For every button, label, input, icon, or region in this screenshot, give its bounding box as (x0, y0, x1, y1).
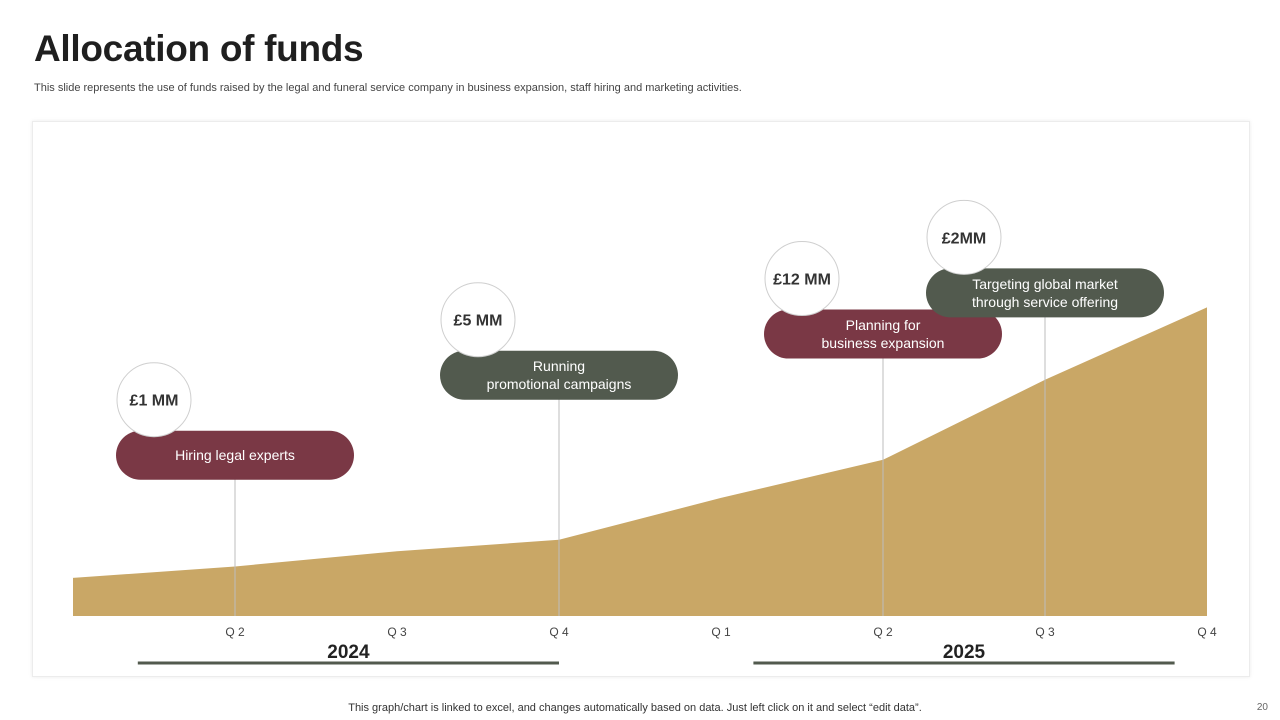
amount-label: £1 MM (130, 393, 179, 410)
x-tick-label: Q 3 (1035, 625, 1055, 639)
amount-label: £12 MM (773, 272, 831, 289)
annotation-pill (764, 309, 1002, 359)
year-label: 2025 (943, 642, 986, 663)
amount-circle (764, 241, 840, 317)
amount-label: £2MM (942, 230, 986, 247)
annotation-pill (926, 268, 1164, 318)
x-tick-label: Q 2 (873, 625, 893, 639)
annotation-label: Running (533, 358, 585, 374)
annotation-label: Planning for (846, 317, 921, 333)
page-number: 20 (1256, 702, 1268, 713)
annotation-2: Running promotional campaigns £5 MM (440, 282, 678, 400)
footer-note: This graph/chart is linked to excel, and… (348, 702, 922, 714)
year-label: 2024 (327, 642, 370, 663)
annotation-label: Hiring legal experts (175, 447, 295, 463)
annotation-label: business expansion (822, 335, 945, 351)
amount-circle (116, 362, 192, 438)
page-title: Allocation of funds (34, 28, 364, 69)
annotation-3: Planning for business expansion £12 MM (764, 241, 1002, 359)
x-tick-label: Q 1 (711, 625, 731, 639)
x-tick-label: Q 4 (549, 625, 569, 639)
page-subtitle: This slide represents the use of funds r… (34, 82, 742, 94)
area-series (73, 307, 1207, 616)
annotation-pill (440, 350, 678, 400)
annotation-label: promotional campaigns (487, 376, 632, 392)
annotation-label: Targeting global market (972, 276, 1118, 292)
annotation-4: Targeting global market through service o… (926, 199, 1164, 318)
x-tick-label: Q 3 (387, 625, 407, 639)
amount-circle (926, 199, 1002, 275)
x-tick-label: Q 4 (1197, 625, 1217, 639)
annotation-pill (116, 430, 354, 480)
amount-label: £5 MM (454, 313, 503, 330)
amount-circle (440, 282, 516, 358)
annotation-1: Hiring legal experts £1 MM (116, 362, 354, 480)
annotation-label: through service offering (972, 294, 1118, 310)
x-tick-label: Q 2 (225, 625, 245, 639)
